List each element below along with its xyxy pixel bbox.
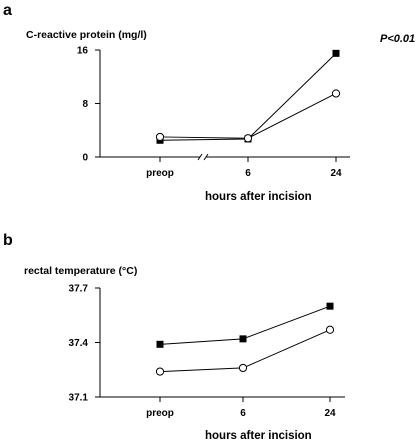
chart-b-point-circle: [238, 363, 248, 373]
chart-b-point-circle: [325, 325, 335, 334]
chart-a-x-tick-label: preop: [146, 168, 174, 179]
chart-a-series-line: [159, 93, 337, 139]
chart-a-point-square: [332, 49, 340, 57]
chart-b-ylabel: rectal temperature (°C): [24, 265, 138, 277]
chart-a-y-tick-label: 8: [82, 99, 88, 110]
p-value-text: P<0.01: [380, 33, 416, 45]
chart-b-point-square: [326, 302, 334, 310]
chart-b-x-tick-label: preop: [146, 408, 174, 419]
chart-a-point-circle: [155, 132, 165, 142]
chart-a-x-tick-label: 24: [330, 168, 342, 179]
chart-a-y-tick-label: 0: [82, 153, 88, 164]
chart-a-ylabel: C-reactive protein (mg/l): [26, 29, 147, 41]
chart-a-axis-break-mark: [203, 153, 209, 161]
chart-b-y-tick-label: 37.7: [69, 284, 89, 295]
chart-b-point-square: [239, 335, 247, 343]
panel-letter-b: b: [3, 232, 13, 249]
chart-a-series-line: [159, 52, 337, 141]
chart-a-point-circle: [243, 134, 253, 143]
chart-b-y-tick-label: 37.1: [69, 393, 89, 404]
chart-b-point-circle: [155, 367, 165, 376]
chart-a-point-circle: [331, 89, 341, 98]
chart-b-point-square: [156, 340, 164, 348]
chart-b-xlabel: hours after incision: [205, 430, 312, 442]
chart-a-y-tick-label: 16: [77, 46, 89, 57]
p-value-annotation: P<0.01: [380, 33, 415, 45]
chart-b-x-tick-label: 6: [240, 408, 246, 419]
chart-a-x-tick-label: 6: [245, 168, 251, 179]
chart-b-y-tick-label: 37.4: [69, 338, 89, 349]
chart-a-axis-break-mark: [197, 153, 203, 161]
chart-a-xlabel: hours after incision: [205, 191, 312, 203]
chart-b-x-tick-label: 24: [324, 408, 336, 419]
panel-letter-a: a: [3, 2, 12, 19]
